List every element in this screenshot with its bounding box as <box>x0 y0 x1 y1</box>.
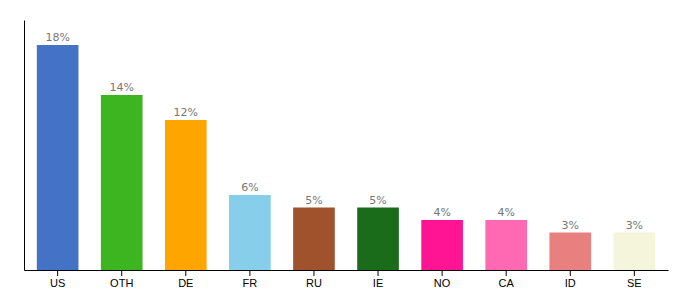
x-tick-mark <box>378 270 379 276</box>
x-tick: RU <box>306 270 322 289</box>
data-label: 18% <box>45 31 69 44</box>
x-tick: IE <box>373 270 383 289</box>
data-label: 12% <box>174 106 198 119</box>
bars <box>37 45 655 270</box>
x-tick-mark <box>442 270 443 276</box>
plot: US OTH DE FR RU IE NO CA ID SE 18% 14% 12% 6% 5% 5% 4% 4%… <box>25 21 669 289</box>
bar <box>229 195 271 270</box>
x-tick-label: DE <box>178 277 193 289</box>
x-tick-label: US <box>50 277 65 289</box>
x-tick: FR <box>243 270 258 289</box>
x-tick: US <box>50 270 65 289</box>
x-tick-mark <box>121 270 122 276</box>
x-tick-mark <box>249 270 250 276</box>
y-axis-line <box>24 21 25 271</box>
bar <box>614 233 656 271</box>
x-axis-line <box>25 270 669 271</box>
x-axis: US OTH DE FR RU IE NO CA ID SE <box>25 270 669 289</box>
data-label: 3% <box>626 219 643 232</box>
x-tick-label: NO <box>434 277 451 289</box>
bar <box>357 208 399 271</box>
x-tick-mark <box>313 270 314 276</box>
x-tick-label: IE <box>373 277 383 289</box>
data-labels: 18% 14% 12% 6% 5% 5% 4% 4% 3% 3% <box>45 31 643 232</box>
data-label: 5% <box>305 194 322 207</box>
chart: US OTH DE FR RU IE NO CA ID SE 18% 14% 12% 6% 5% 5% 4% 4%… <box>0 0 680 300</box>
x-tick-label: ID <box>565 277 576 289</box>
data-label: 4% <box>497 206 514 219</box>
y-axis <box>24 21 25 271</box>
bar <box>165 120 207 270</box>
bar <box>37 45 79 270</box>
x-tick-label: CA <box>499 277 515 289</box>
x-tick-label: SE <box>627 277 642 289</box>
x-tick: DE <box>178 270 193 289</box>
data-label: 14% <box>109 81 133 94</box>
x-tick-mark <box>506 270 507 276</box>
x-tick-mark <box>634 270 635 276</box>
x-tick-mark <box>57 270 58 276</box>
bar <box>485 220 527 270</box>
x-tick-label: OTH <box>110 277 133 289</box>
bar <box>421 220 463 270</box>
x-tick-mark <box>570 270 571 276</box>
x-tick-label: FR <box>243 277 258 289</box>
x-tick: CA <box>499 270 515 289</box>
data-label: 5% <box>369 194 386 207</box>
data-label: 3% <box>562 219 579 232</box>
x-tick: NO <box>434 270 451 289</box>
bar <box>101 95 143 270</box>
x-tick-mark <box>185 270 186 276</box>
data-label: 6% <box>241 181 258 194</box>
bar <box>293 208 335 271</box>
x-tick-label: RU <box>306 277 322 289</box>
x-tick: ID <box>565 270 576 289</box>
x-tick: SE <box>627 270 642 289</box>
bar <box>549 233 591 271</box>
x-tick: OTH <box>110 270 133 289</box>
data-label: 4% <box>433 206 450 219</box>
